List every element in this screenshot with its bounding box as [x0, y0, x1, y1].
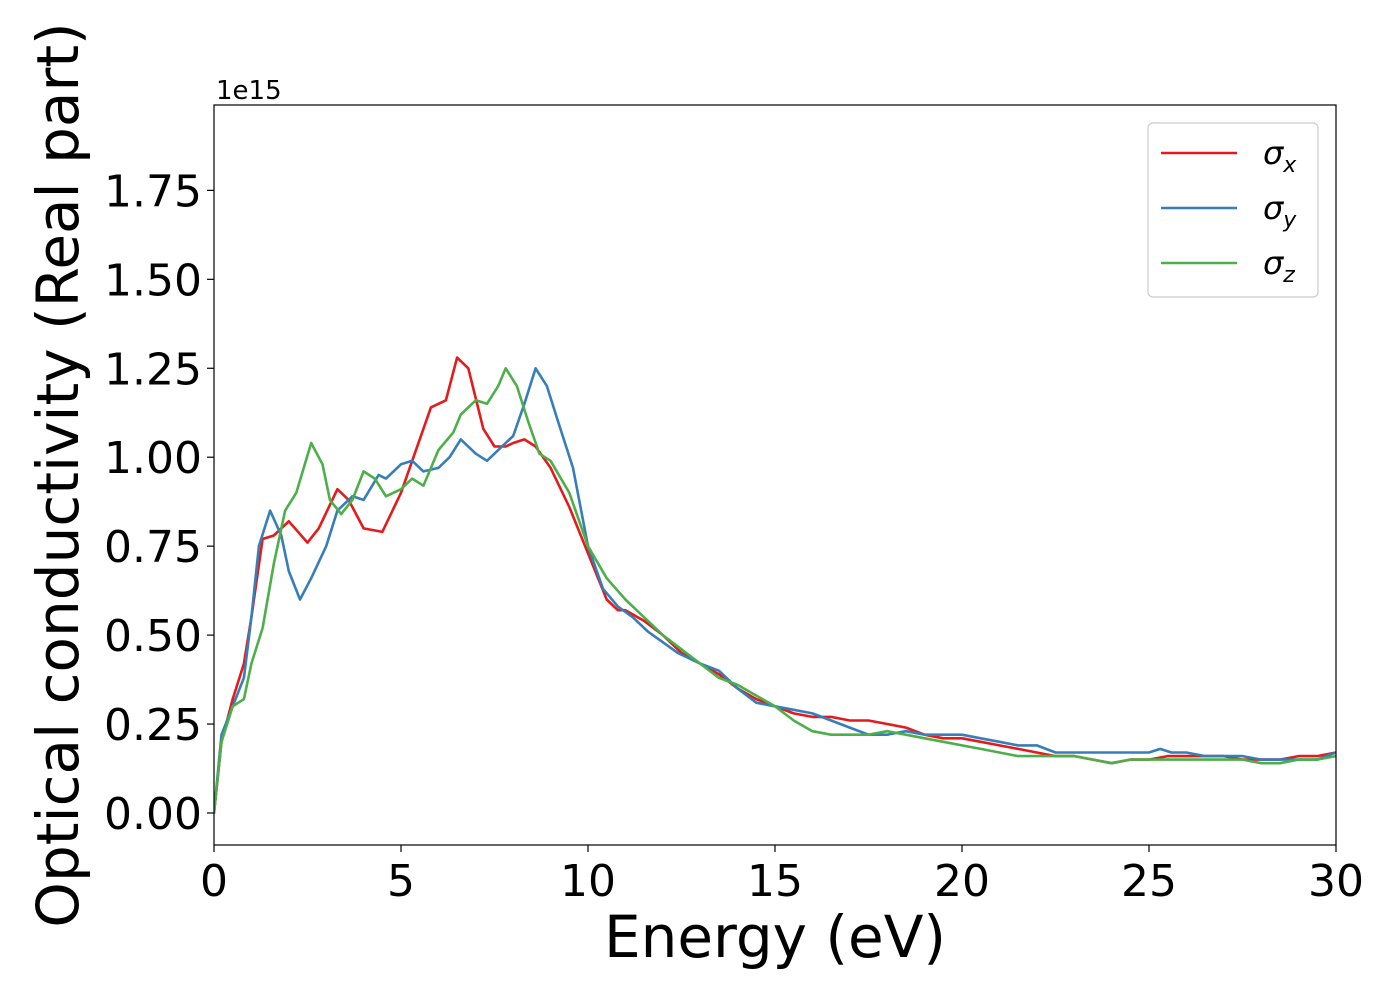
x-axis-title: Energy (eV) — [604, 903, 946, 971]
series-line-z — [214, 367, 1336, 815]
y-tick-label: 1.75 — [104, 166, 202, 217]
y-tick-label: 0.00 — [104, 789, 202, 840]
legend-label-x: σx — [1263, 134, 1297, 178]
series-line-y — [214, 367, 1336, 815]
y-axis-title: Optical conductivity (Real part) — [24, 22, 92, 927]
y-tick-label: 1.25 — [104, 344, 202, 395]
x-tick-label: 10 — [560, 856, 616, 907]
x-axis: 0 5 10 15 20 25 30 — [200, 845, 1364, 907]
y-tick-label: 1.00 — [104, 433, 202, 484]
series-layer — [214, 356, 1336, 815]
y-axis: 0.00 0.25 0.50 0.75 1.00 1.25 1.50 1.75 — [104, 166, 214, 840]
x-tick-label: 20 — [934, 856, 990, 907]
legend-box — [1147, 122, 1319, 298]
y-tick-label: 0.50 — [104, 611, 202, 662]
x-tick-label: 0 — [200, 856, 228, 907]
y-offset-label: 1e15 — [216, 76, 282, 106]
legend-label-z: σz — [1263, 244, 1295, 288]
x-tick-label: 15 — [747, 856, 803, 907]
x-tick-label: 5 — [387, 856, 415, 907]
y-tick-label: 1.50 — [104, 255, 202, 306]
y-tick-label: 0.75 — [104, 522, 202, 573]
x-tick-label: 25 — [1121, 856, 1177, 907]
legend: σx σy σz — [1147, 122, 1319, 298]
x-tick-label: 30 — [1308, 856, 1364, 907]
legend-label-y: σy — [1263, 189, 1297, 233]
y-tick-label: 0.25 — [104, 700, 202, 751]
